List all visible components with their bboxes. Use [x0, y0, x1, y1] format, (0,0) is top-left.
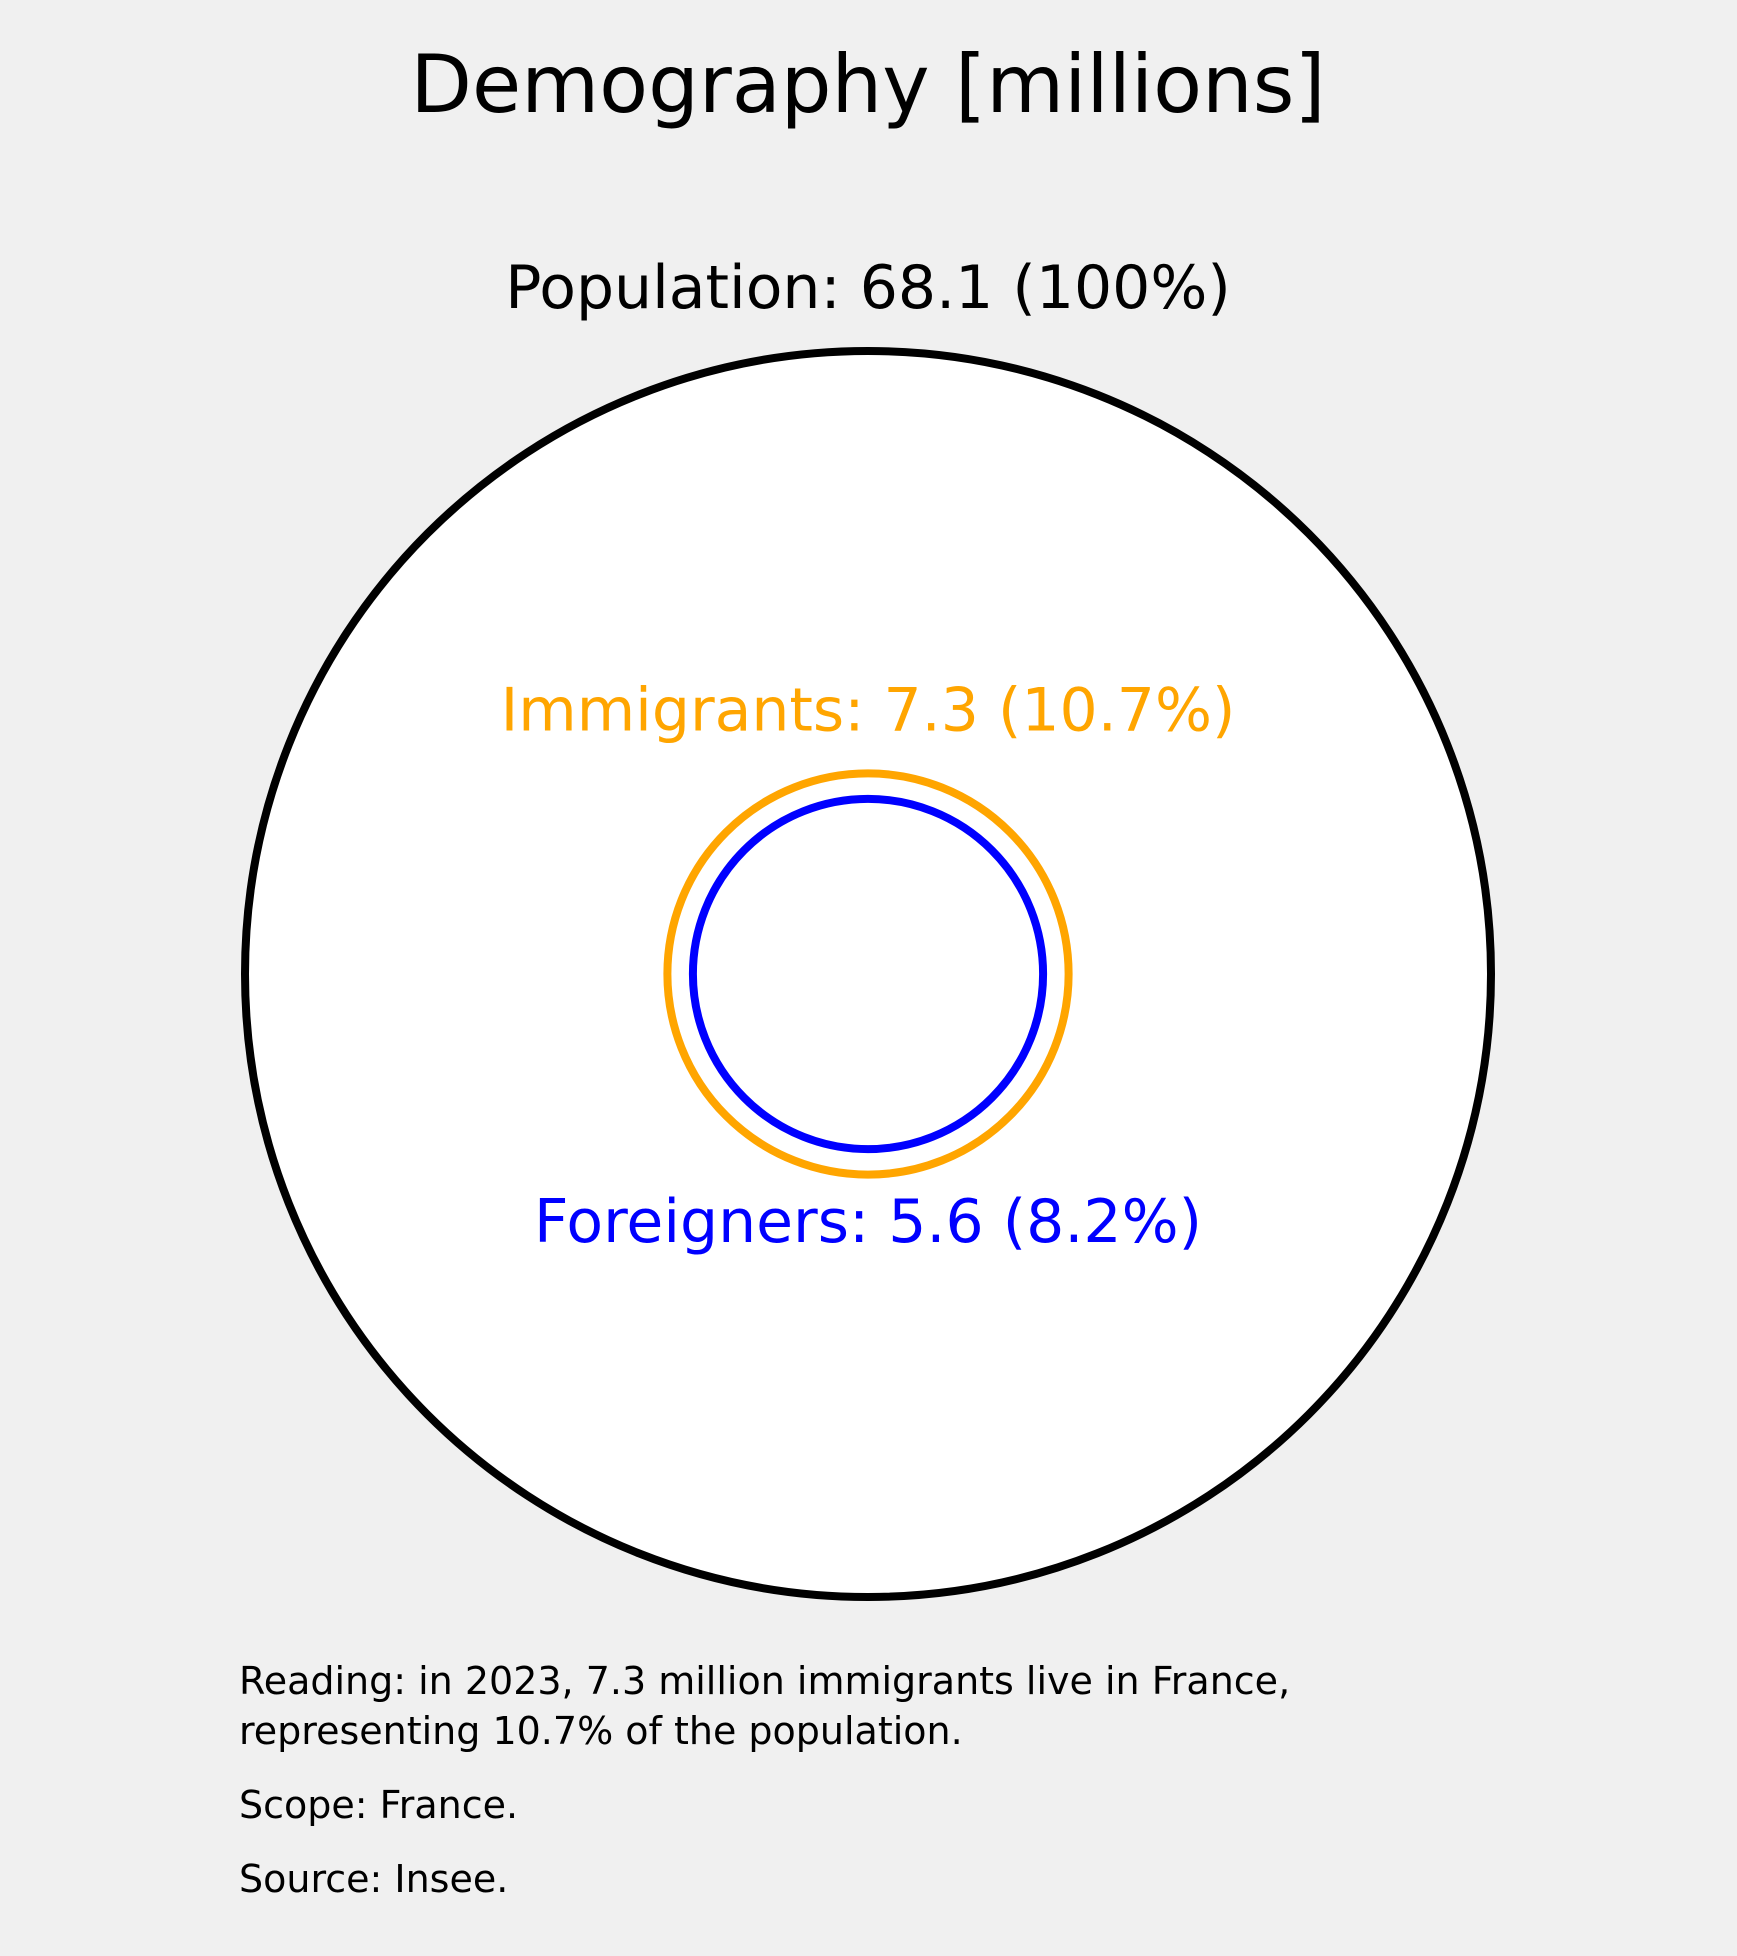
- immigrants-label: Immigrants: 7.3 (10.7%): [501, 675, 1236, 745]
- immigrants-circle: [663, 769, 1073, 1179]
- foreigners-label: Foreigners: 5.6 (8.2%): [534, 1187, 1202, 1257]
- reading-note: Reading: in 2023, 7.3 million immigrants…: [239, 1659, 1291, 1753]
- foreigners-circle: [688, 794, 1048, 1154]
- population-label: Population: 68.1 (100%): [505, 253, 1231, 323]
- chart-notes: Reading: in 2023, 7.3 million immigrants…: [239, 1656, 1539, 1928]
- chart-title: Demography [millions]: [410, 38, 1325, 131]
- source-note: Source: Insee.: [239, 1857, 509, 1901]
- circle-marks: Population: 68.1 (100%) Immigrants: 7.3 (…: [241, 253, 1495, 1601]
- population-circle: [241, 347, 1495, 1601]
- scope-note: Scope: France.: [239, 1783, 519, 1827]
